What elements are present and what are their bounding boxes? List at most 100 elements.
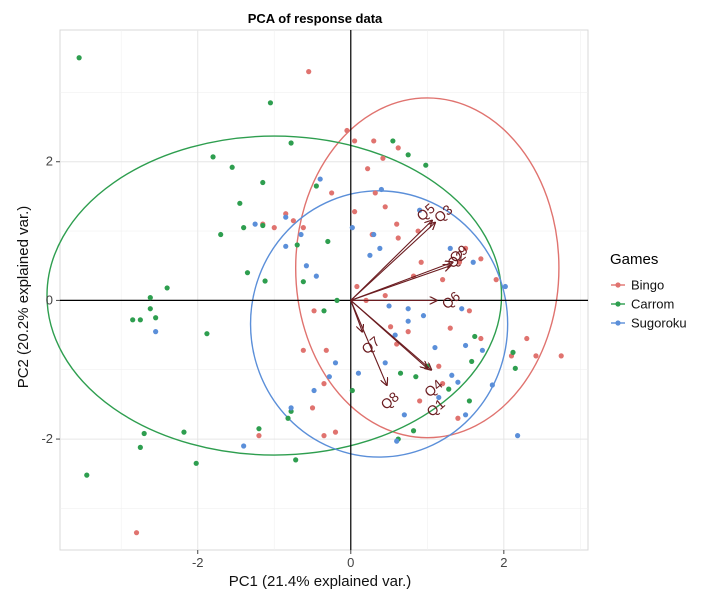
point-bingo <box>332 429 339 435</box>
point-bingo <box>418 259 424 265</box>
point-sugoroku <box>382 360 388 366</box>
point-bingo <box>395 145 401 151</box>
point-carrom <box>288 140 294 146</box>
legend: Games Bingo Carrom Sugoroku <box>610 251 687 331</box>
point-sugoroku <box>417 207 423 213</box>
point-bingo <box>290 218 296 224</box>
point-sugoroku <box>367 252 373 258</box>
point-carrom <box>413 374 419 380</box>
point-carrom <box>256 426 262 432</box>
ellipse-carrom <box>46 135 503 456</box>
point-carrom <box>423 162 429 168</box>
y-tick-label: 2 <box>46 154 53 169</box>
point-carrom <box>164 285 170 291</box>
point-sugoroku <box>283 214 289 220</box>
legend-label-sugoroku: Sugoroku <box>631 316 687 331</box>
point-bingo <box>323 347 329 353</box>
point-sugoroku <box>420 313 427 319</box>
point-bingo <box>466 308 472 314</box>
point-bingo <box>456 259 463 265</box>
point-bingo <box>352 138 358 144</box>
point-carrom <box>390 138 396 144</box>
point-bingo <box>133 530 140 536</box>
point-carrom <box>237 200 243 206</box>
point-carrom <box>260 222 266 229</box>
loading-arrow-q3 <box>350 223 435 301</box>
x-tick-label: 0 <box>347 555 354 570</box>
point-carrom <box>267 100 274 106</box>
point-bingo <box>352 209 358 215</box>
point-carrom <box>147 295 153 301</box>
point-sugoroku <box>515 433 521 439</box>
x-tick-label: 2 <box>500 555 507 570</box>
point-carrom <box>153 315 159 321</box>
loading-arrow-q9 <box>350 266 450 301</box>
y-tick-label: 0 <box>46 292 53 307</box>
point-bingo <box>524 335 530 342</box>
point-bingo <box>447 325 453 331</box>
point-carrom <box>193 460 199 466</box>
point-carrom <box>510 349 516 355</box>
point-bingo <box>256 433 262 439</box>
point-bingo <box>382 292 388 299</box>
y-axis-label: PC2 (20.2% explained var.) <box>15 206 32 389</box>
point-bingo <box>372 190 378 196</box>
point-bingo <box>321 381 327 387</box>
point-carrom <box>349 387 355 394</box>
point-sugoroku <box>252 221 258 227</box>
point-sugoroku <box>153 329 159 335</box>
ellipse-sugoroku <box>249 190 509 458</box>
point-sugoroku <box>371 231 377 238</box>
point-bingo <box>300 225 306 231</box>
x-tick-label: -2 <box>192 555 204 570</box>
point-sugoroku <box>313 273 319 279</box>
point-carrom <box>405 152 411 158</box>
point-carrom <box>130 317 136 323</box>
loading-arrow-q8 <box>350 300 387 385</box>
loading-arrow-q4 <box>350 299 428 368</box>
point-carrom <box>181 429 187 435</box>
point-sugoroku <box>432 344 438 351</box>
point-bingo <box>558 353 564 359</box>
legend-label-carrom: Carrom <box>631 297 674 312</box>
point-carrom <box>218 231 224 238</box>
point-sugoroku <box>332 360 339 366</box>
point-carrom <box>512 365 518 371</box>
point-bingo <box>405 329 411 335</box>
point-sugoroku <box>394 438 400 444</box>
point-bingo <box>321 433 327 439</box>
point-bingo <box>306 69 312 75</box>
point-carrom <box>446 386 452 392</box>
legend-title: Games <box>610 251 658 268</box>
point-sugoroku <box>317 176 323 182</box>
point-bingo <box>440 381 446 387</box>
point-sugoroku <box>392 332 398 338</box>
point-carrom <box>325 238 331 245</box>
point-bingo <box>309 405 316 411</box>
point-carrom <box>472 333 478 340</box>
point-bingo <box>440 277 446 283</box>
chart-title: PCA of response data <box>248 11 383 26</box>
point-bingo <box>436 363 442 369</box>
point-carrom <box>410 428 417 434</box>
point-carrom <box>84 472 90 478</box>
y-tick-label: -2 <box>41 431 53 446</box>
loading-arrow-q5 <box>350 221 432 301</box>
point-carrom <box>294 242 300 248</box>
point-bingo <box>311 308 317 314</box>
point-sugoroku <box>283 243 289 249</box>
legend-label-bingo: Bingo <box>631 278 664 293</box>
point-carrom <box>229 164 235 170</box>
ellipse-bingo <box>294 97 560 439</box>
point-bingo <box>387 324 394 330</box>
point-bingo <box>533 353 539 359</box>
legend-key-point-bingo <box>615 282 621 288</box>
point-carrom <box>285 415 291 421</box>
point-bingo <box>271 225 277 231</box>
plot-background <box>59 29 589 551</box>
point-bingo <box>371 138 377 144</box>
point-sugoroku <box>479 347 485 353</box>
point-sugoroku <box>386 303 392 309</box>
